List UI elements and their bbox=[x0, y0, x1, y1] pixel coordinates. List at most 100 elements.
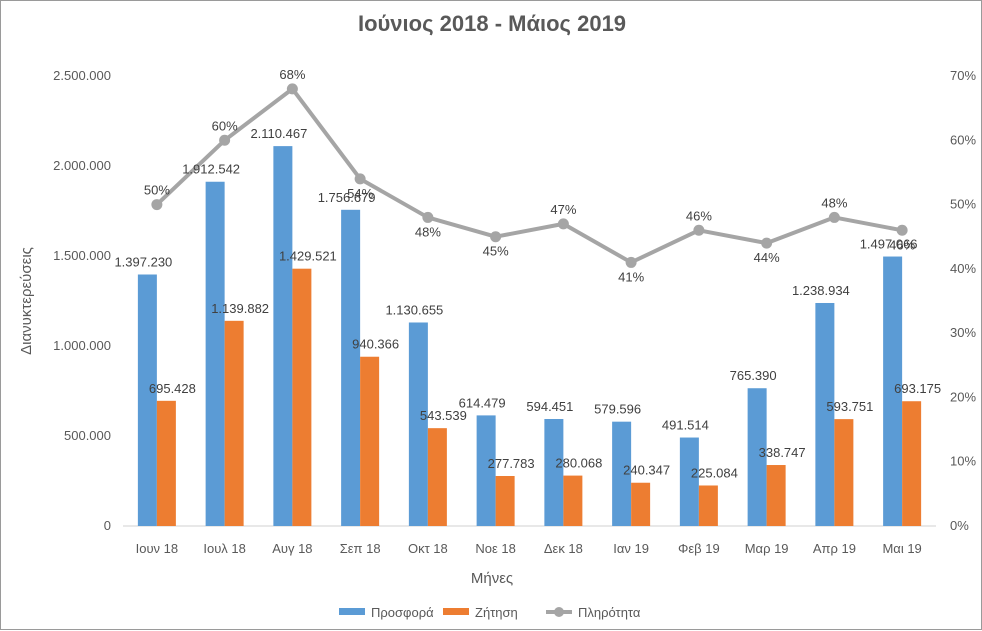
y-tick-label: 0 bbox=[104, 518, 111, 533]
bar-data-label: 693.175 bbox=[894, 381, 941, 396]
bar-supply bbox=[476, 415, 496, 526]
bar-supply bbox=[679, 437, 699, 526]
bar-supply bbox=[883, 256, 903, 526]
bar-demand bbox=[495, 475, 515, 526]
y-axis-title: Διανυκτερεύσεις bbox=[18, 247, 35, 355]
occupancy-point bbox=[896, 224, 908, 236]
occupancy-data-label: 41% bbox=[618, 269, 644, 284]
occupancy-point bbox=[557, 218, 569, 230]
y2-tick-label: 50% bbox=[950, 197, 976, 212]
legend-swatch-0 bbox=[339, 608, 365, 615]
bar-data-label: 280.068 bbox=[555, 456, 602, 471]
bar-data-label: 1.912.542 bbox=[182, 162, 240, 177]
x-tick-label: Απρ 19 bbox=[813, 541, 856, 556]
bar-data-label: 594.451 bbox=[526, 399, 573, 414]
bar-supply bbox=[747, 388, 767, 526]
chart-title: Ιούνιος 2018 - Μάιος 2019 bbox=[358, 11, 626, 36]
bar-supply bbox=[137, 274, 157, 526]
bar-data-label: 1.130.655 bbox=[385, 302, 443, 317]
legend-marker-2 bbox=[554, 607, 564, 617]
occupancy-point bbox=[219, 134, 231, 146]
bar-supply bbox=[205, 181, 225, 527]
occupancy-point bbox=[354, 173, 366, 185]
occupancy-point bbox=[761, 237, 773, 249]
bar-data-label: 940.366 bbox=[352, 337, 399, 352]
occupancy-data-label: 54% bbox=[347, 186, 373, 201]
y2-tick-label: 70% bbox=[950, 68, 976, 83]
bar-demand bbox=[427, 428, 447, 526]
bar-data-label: 1.756.679 bbox=[318, 190, 376, 205]
legend-label: Προσφορά bbox=[371, 605, 434, 620]
occupancy-point bbox=[828, 211, 840, 223]
bar-data-label: 277.783 bbox=[488, 456, 535, 471]
occupancy-data-label: 48% bbox=[415, 224, 441, 239]
occupancy-data-label: 44% bbox=[754, 250, 780, 265]
bar-data-label: 491.514 bbox=[662, 418, 709, 433]
y2-tick-label: 30% bbox=[950, 325, 976, 340]
bar-data-label: 1.429.521 bbox=[279, 249, 337, 264]
bar-data-label: 614.479 bbox=[459, 395, 506, 410]
y-tick-label: 2.000.000 bbox=[53, 158, 111, 173]
bar-supply bbox=[544, 418, 564, 526]
y2-tick-label: 10% bbox=[950, 454, 976, 469]
occupancy-data-label: 46% bbox=[889, 237, 915, 252]
occupancy-data-label: 46% bbox=[686, 208, 712, 223]
x-tick-label: Οκτ 18 bbox=[408, 541, 448, 556]
bar-demand bbox=[156, 400, 176, 526]
bar-demand bbox=[631, 482, 651, 526]
bar-demand bbox=[292, 268, 312, 526]
occupancy-data-label: 50% bbox=[144, 183, 170, 198]
bars bbox=[137, 146, 922, 527]
bar-supply bbox=[341, 209, 361, 526]
bar-demand bbox=[834, 419, 854, 526]
bar-supply bbox=[408, 322, 428, 526]
bar-data-label: 765.390 bbox=[730, 368, 777, 383]
occupancy-data-label: 47% bbox=[550, 202, 576, 217]
bar-supply bbox=[273, 146, 293, 526]
data-labels: 1.397.230 1.912.542 2.110.467 1.756.679 1.13… bbox=[114, 67, 941, 481]
y2-tick-label: 0% bbox=[950, 518, 969, 533]
y2-tick-label: 20% bbox=[950, 389, 976, 404]
occupancy-point bbox=[693, 224, 705, 236]
occupancy-point bbox=[151, 199, 163, 211]
x-tick-label: Νοε 18 bbox=[475, 541, 516, 556]
bar-supply bbox=[612, 421, 632, 526]
occupancy-point bbox=[625, 256, 637, 268]
occupancy-data-label: 48% bbox=[821, 195, 847, 210]
x-tick-label: Ιαν 19 bbox=[613, 541, 649, 556]
axes: 0 500.000 1.000.000 1.500.000 2.000.000 2.500… bbox=[53, 68, 976, 556]
bar-data-label: 695.428 bbox=[149, 381, 196, 396]
occupancy-data-label: 60% bbox=[212, 118, 238, 133]
legend-label: Πληρότητα bbox=[578, 605, 641, 620]
x-axis-title: Μήνες bbox=[471, 570, 513, 587]
bar-data-label: 338.747 bbox=[759, 445, 806, 460]
bar-data-label: 1.238.934 bbox=[792, 283, 850, 298]
bar-supply bbox=[815, 302, 835, 526]
bar-data-label: 593.751 bbox=[826, 399, 873, 414]
bar-data-label: 543.539 bbox=[420, 408, 467, 423]
legend-swatch-1 bbox=[443, 608, 469, 615]
y-tick-label: 1.500.000 bbox=[53, 248, 111, 263]
occupancy-line bbox=[151, 83, 908, 268]
occupancy-point bbox=[490, 231, 502, 243]
occupancy-data-label: 68% bbox=[279, 67, 305, 82]
x-tick-label: Αυγ 18 bbox=[272, 541, 312, 556]
bar-data-label: 579.596 bbox=[594, 402, 641, 417]
occupancy-point bbox=[286, 83, 298, 95]
bar-data-label: 1.139.882 bbox=[211, 301, 269, 316]
y2-tick-label: 40% bbox=[950, 261, 976, 276]
y-tick-label: 2.500.000 bbox=[53, 68, 111, 83]
y2-tick-label: 60% bbox=[950, 132, 976, 147]
x-tick-label: Ιουλ 18 bbox=[203, 541, 246, 556]
occupancy-polyline bbox=[155, 86, 903, 265]
bar-data-label: 1.397.230 bbox=[114, 254, 172, 269]
bar-data-label: 225.084 bbox=[691, 465, 738, 480]
legend: Προσφορά Ζήτηση Πληρότητα bbox=[339, 605, 641, 620]
bar-demand bbox=[766, 465, 786, 526]
bar-demand bbox=[902, 401, 922, 526]
bar-demand bbox=[563, 475, 583, 526]
x-tick-label: Μαι 19 bbox=[882, 541, 921, 556]
bar-demand bbox=[360, 356, 380, 526]
